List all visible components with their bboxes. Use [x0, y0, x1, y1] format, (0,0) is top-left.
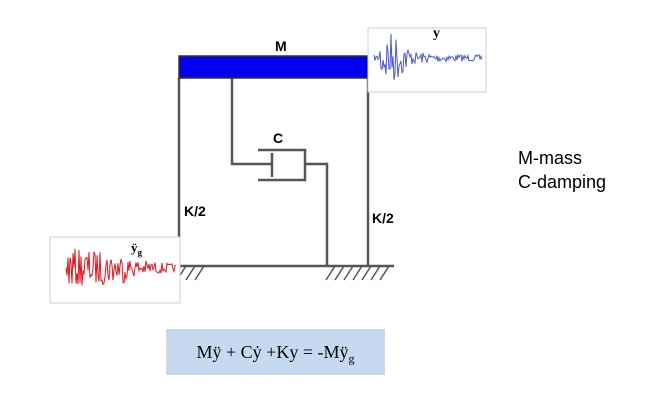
- hatch-mark: [334, 265, 345, 281]
- ground-accel-subscript: g: [137, 247, 143, 258]
- equation-box: Mÿ + Cẏ +Ky = -Mÿg: [166, 329, 385, 375]
- response-plot: [367, 27, 487, 93]
- ground-accel-label: ÿg: [131, 240, 142, 258]
- hatch-mark: [194, 265, 205, 281]
- hatch-mark: [361, 265, 372, 281]
- hatch-mark: [343, 265, 354, 281]
- damper-lower-rod: [305, 162, 329, 266]
- mass-block: [178, 55, 369, 79]
- hatch-mark: [185, 265, 196, 281]
- damper: [258, 148, 307, 182]
- equation-subscript: g: [348, 351, 355, 366]
- legend-mass: M-mass: [518, 148, 582, 168]
- ground-accel-waveform: [65, 248, 177, 286]
- equation-main: Mÿ + Cẏ +Ky = -Mÿ: [196, 342, 349, 362]
- hatch-mark: [370, 265, 381, 281]
- damper-cylinder: [258, 148, 307, 182]
- legend: M-mass C-damping: [518, 146, 606, 194]
- ground-hatch-right: [325, 265, 390, 281]
- mass-label: M: [275, 38, 287, 54]
- ground-accel-plot-frame: [49, 236, 181, 304]
- hatch-mark: [379, 265, 390, 281]
- ground-accel-plot: [49, 236, 181, 304]
- equation-of-motion: Mÿ + Cẏ +Ky = -Mÿg: [166, 342, 385, 367]
- spring-right-label: K/2: [372, 210, 394, 226]
- response-label: y: [433, 26, 440, 41]
- response-waveform: [373, 33, 483, 80]
- legend-damping: C-damping: [518, 172, 607, 192]
- frame-structure: [162, 78, 394, 268]
- damper-upper-rod: [230, 78, 272, 166]
- spring-left-label: K/2: [184, 203, 206, 219]
- hatch-mark: [325, 265, 336, 281]
- response-plot-frame: [367, 27, 487, 93]
- hatch-mark: [352, 265, 363, 281]
- damper-label: C: [273, 130, 284, 146]
- ground-accel-symbol: ÿ: [131, 240, 138, 255]
